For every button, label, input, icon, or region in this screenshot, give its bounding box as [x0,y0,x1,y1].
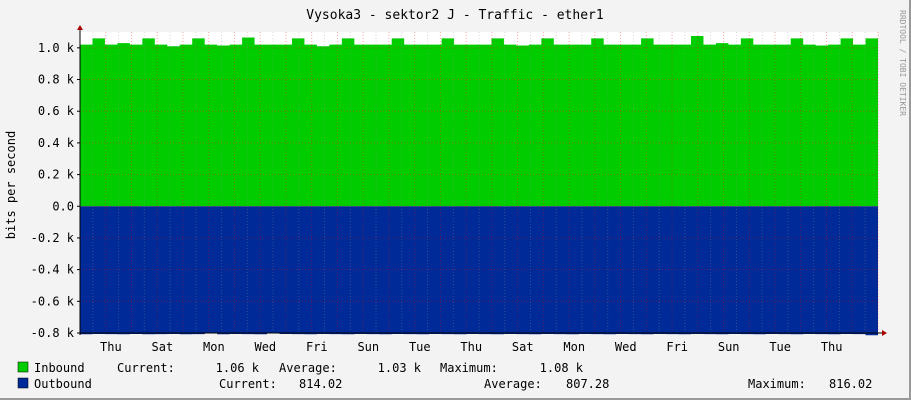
x-tick-label: Mon [203,340,225,354]
y-tick-label: 0.6 k [38,104,75,118]
x-tick-label: Thu [100,340,122,354]
watermark: RRDTOOL / TOBI OETIKER [898,10,907,116]
x-tick-label: Sun [718,340,740,354]
x-tick-label: Wed [615,340,637,354]
y-tick-label: 0.2 k [38,168,75,182]
y-tick-label: 1.0 k [38,41,75,55]
legend-inbound-current-label: Current: [117,361,175,375]
legend-inbound-maximum: 1.08 k [540,361,584,375]
x-tick-label: Tue [769,340,791,354]
x-tick-label: Fri [306,340,328,354]
x-tick-label: Mon [563,340,585,354]
y-tick-label: -0.8 k [31,326,75,340]
y-tick-label: -0.4 k [31,263,75,277]
series-area-outbound [80,206,878,336]
legend-outbound-maximum: 816.02 [829,377,872,391]
legend-inbound-current: 1.06 k [216,361,260,375]
y-tick-label: 0.0 [52,199,74,213]
y-axis-label: bits per second [4,131,18,239]
legend-outbound-average: 807.28 [566,377,609,391]
y-tick-label: 0.4 k [38,136,75,150]
legend-outbound-average-label: Average: [484,377,542,391]
legend-outbound-current: 814.02 [299,377,342,391]
chart-title: Vysoka3 - sektor2 J - Traffic - ether1 [306,8,603,23]
y-tick-label: -0.6 k [31,294,75,308]
legend-inbound-average-label: Average: [279,361,337,375]
x-tick-label: Sat [512,340,534,354]
x-tick-label: Sat [152,340,174,354]
x-axis-arrow-icon [882,330,887,336]
x-tick-label: Wed [254,340,276,354]
y-axis-arrow-icon [77,25,83,30]
legend-outbound-name: Outbound [34,377,92,391]
series-area-inbound [80,35,878,207]
legend-outbound-current-label: Current: [219,377,277,391]
legend-inbound-average: 1.03 k [378,361,422,375]
x-tick-label: Thu [460,340,482,354]
y-tick-label: -0.2 k [31,231,75,245]
x-tick-label: Sun [357,340,379,354]
legend-outbound-maximum-label: Maximum: [748,377,806,391]
x-tick-label: Thu [821,340,843,354]
legend-inbound-maximum-label: Maximum: [440,361,498,375]
legend-swatch-outbound [17,377,29,389]
legend-inbound-name: Inbound [34,361,85,375]
y-tick-label: 0.8 k [38,73,75,87]
x-tick-label: Tue [409,340,431,354]
x-tick-label: Fri [666,340,688,354]
legend-swatch-inbound [17,361,29,373]
